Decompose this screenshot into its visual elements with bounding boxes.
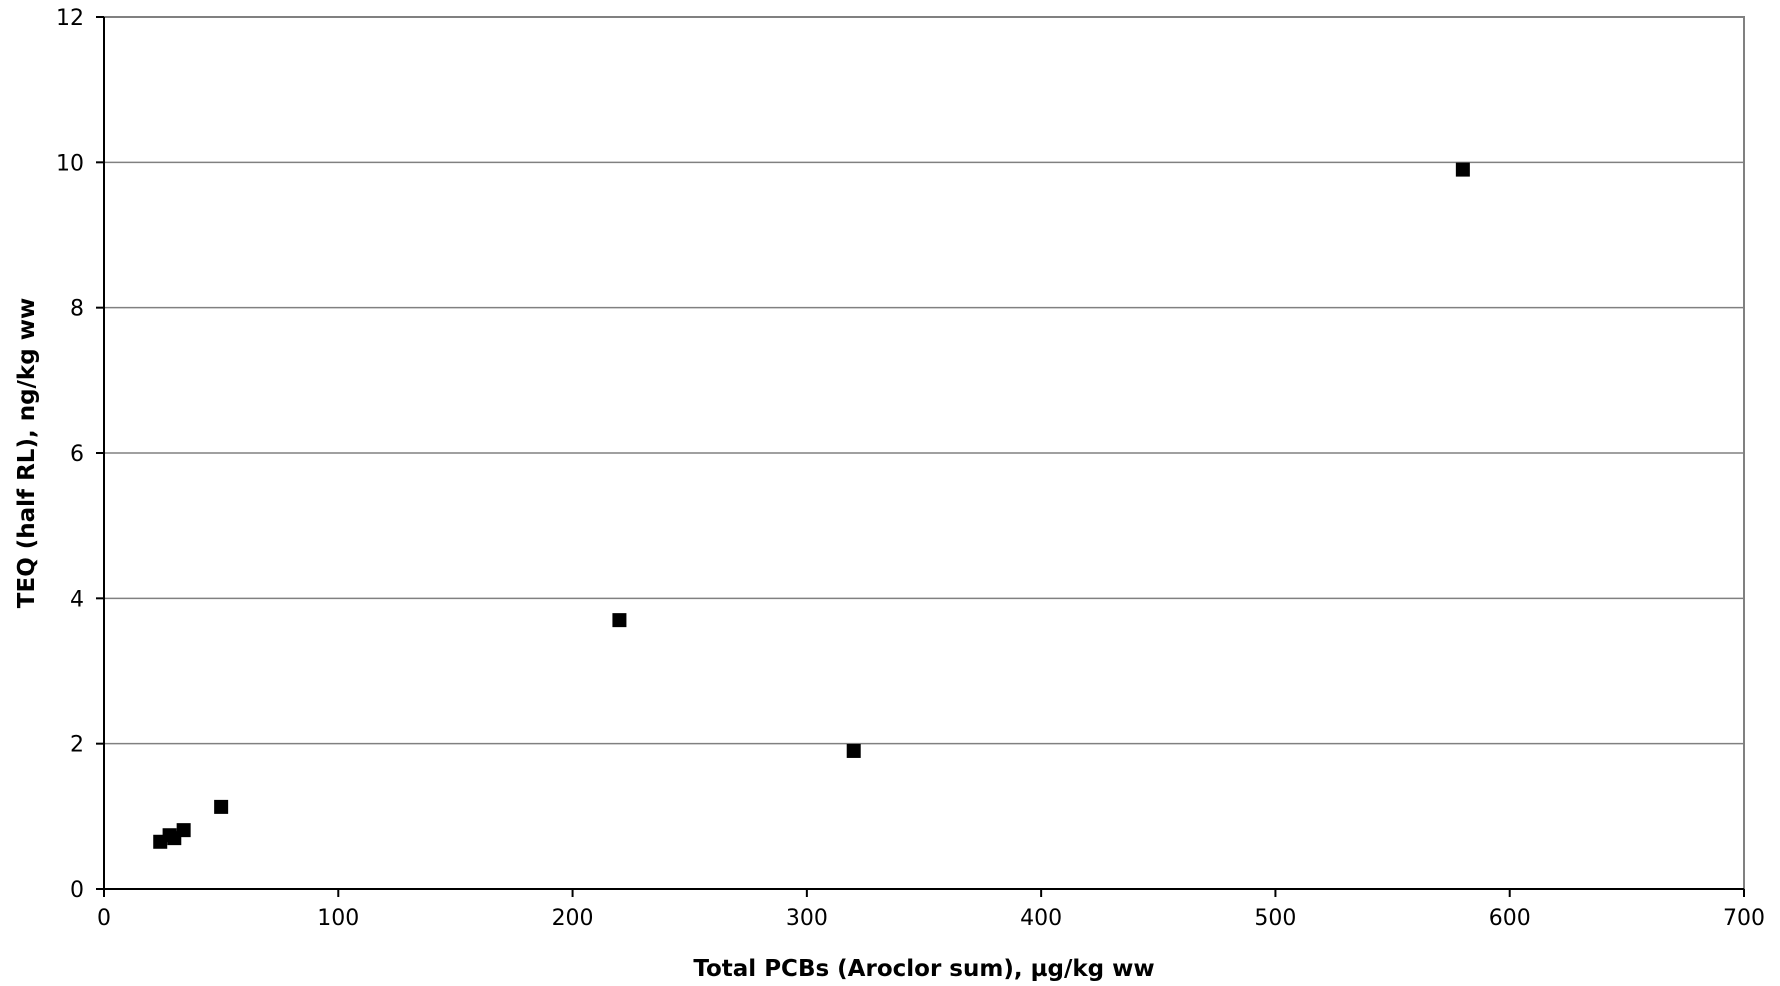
- x-tick-label: 200: [552, 906, 594, 931]
- y-tick-label: 6: [70, 442, 84, 467]
- y-tick-label: 0: [70, 878, 84, 903]
- y-tick-label: 4: [70, 587, 84, 612]
- data-point: [176, 823, 191, 838]
- x-tick-label: 600: [1489, 906, 1531, 931]
- y-tick-label: 2: [70, 733, 84, 758]
- x-tick-label: 700: [1723, 906, 1765, 931]
- x-tick-label: 500: [1254, 906, 1296, 931]
- x-tick-label: 400: [1020, 906, 1062, 931]
- data-point: [214, 799, 229, 814]
- data-point: [846, 743, 861, 758]
- x-tick-label: 100: [317, 906, 359, 931]
- x-tick-label: 300: [786, 906, 828, 931]
- data-point: [612, 613, 627, 628]
- x-axis-title: Total PCBs (Aroclor sum), µg/kg ww: [693, 956, 1154, 982]
- y-axis-title: TEQ (half RL), ng/kg ww: [14, 298, 40, 608]
- axis-ticks: 0 2 4 6 8 10 12 0 100 200 300 400 500 600 700: [56, 6, 1765, 931]
- gridlines: [104, 16, 1744, 745]
- y-tick-label: 8: [70, 297, 84, 322]
- data-point: [1455, 162, 1470, 177]
- data-points: [153, 162, 1470, 849]
- x-tick-label: 0: [97, 906, 111, 931]
- y-tick-label: 12: [56, 6, 84, 31]
- y-tick-label: 10: [56, 151, 84, 176]
